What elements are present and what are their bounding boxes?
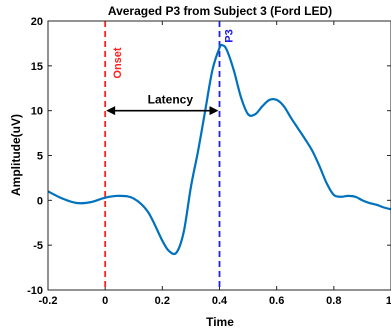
y-axis-label: Amplitude(uV) (9, 114, 23, 196)
x-tick-label: 0.8 (326, 295, 341, 307)
x-axis-label: Time (206, 315, 234, 329)
y-tick-label: -10 (27, 285, 43, 297)
y-tick-label: 20 (31, 16, 43, 28)
latency-label: Latency (148, 93, 194, 107)
y-tick-label: -5 (33, 240, 43, 252)
x-tick-label: 0.2 (155, 295, 170, 307)
series-line-0 (47, 43, 391, 256)
plot-frame (47, 20, 391, 291)
latency-arrowhead-right (209, 106, 219, 116)
chart-title: Averaged P3 from Subject 3 (Ford LED) (108, 4, 332, 18)
p3-label: P3 (224, 29, 236, 42)
y-axis-ticks: -10 -5 0 5 10 15 20 (27, 16, 391, 297)
y-tick-label: 5 (37, 151, 43, 163)
latency-arrowhead-left (106, 106, 116, 116)
y-tick-label: 15 (31, 61, 43, 73)
onset-label: Onset (112, 47, 124, 79)
x-tick-label: 1 (386, 295, 391, 307)
x-tick-label: 0 (102, 295, 108, 307)
y-tick-label: 0 (37, 195, 43, 207)
x-tick-label: 0.6 (269, 295, 284, 307)
x-tick-label: 0.4 (212, 295, 228, 307)
plot-layer: Onset P3 Latency (47, 21, 391, 290)
x-axis-ticks: -0.2 0 0.2 0.4 0.6 0.8 1 (39, 21, 391, 307)
y-tick-label: 10 (31, 106, 43, 118)
x-tick-label: -0.2 (39, 295, 58, 307)
